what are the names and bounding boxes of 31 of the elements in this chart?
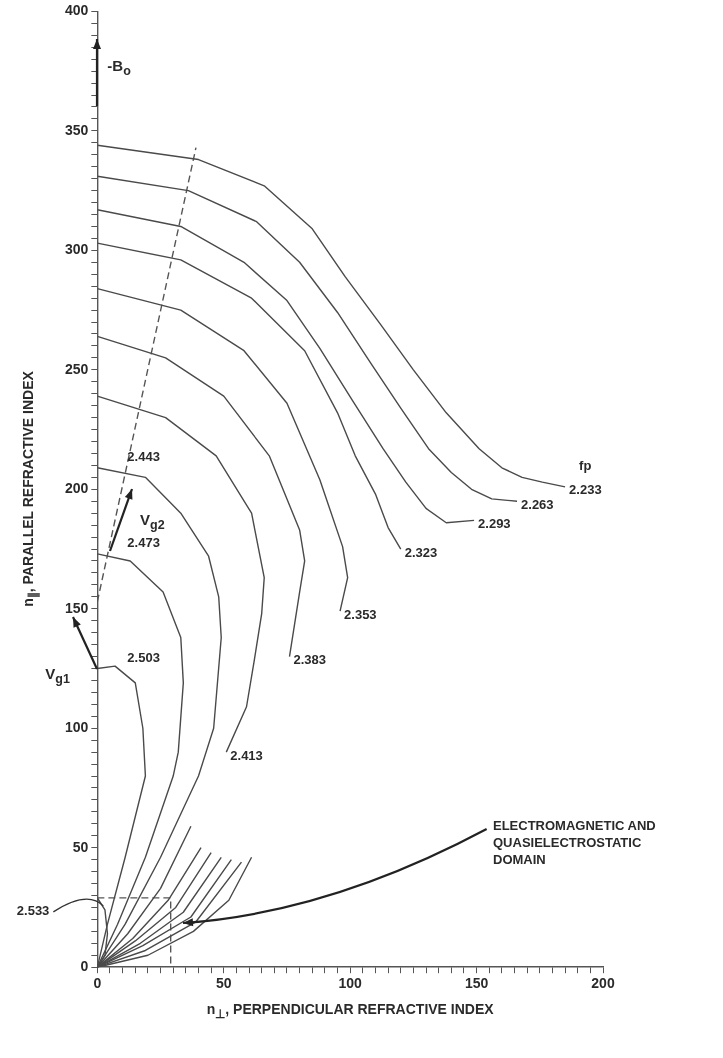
annotation: V$_{g2}$ bbox=[139, 511, 165, 533]
text: 2.533 bbox=[16, 903, 50, 919]
legend-title: fp bbox=[579, 458, 592, 474]
x-tick-label: 150 bbox=[464, 975, 489, 992]
series-label: 2.323 bbox=[404, 544, 438, 560]
y-tick-label: 100 bbox=[65, 719, 89, 736]
y-tick-label: 200 bbox=[65, 480, 89, 497]
y-tick-label: 50 bbox=[72, 838, 89, 855]
x-tick-label: 50 bbox=[215, 975, 232, 992]
series-label: 2.293 bbox=[478, 515, 511, 531]
x-tick-label: 200 bbox=[591, 975, 615, 992]
series-label: 2.473 bbox=[127, 535, 160, 551]
y-tick-label: 150 bbox=[65, 599, 89, 616]
series-label: 2.383 bbox=[293, 652, 327, 668]
y-tick-label: 0 bbox=[80, 958, 89, 975]
x-tick-label: 0 bbox=[93, 975, 102, 992]
series-label: 2.413 bbox=[230, 747, 263, 763]
series-label: 2.503 bbox=[127, 650, 160, 666]
x-tick-label: 100 bbox=[338, 975, 363, 992]
y-tick-label: 300 bbox=[65, 241, 89, 258]
y-tick-label: 350 bbox=[65, 121, 89, 138]
series-label: 2.233 bbox=[569, 482, 602, 498]
series-label: 2.263 bbox=[521, 496, 554, 512]
y-tick-label: 250 bbox=[65, 360, 89, 377]
x-axis-title: n$_{⊥}$, PERPENDICULAR REFRACTIVE INDEX bbox=[206, 1001, 494, 1021]
annotation: V$_{g1}$ bbox=[45, 664, 70, 686]
annotation: -B$_{o}$ bbox=[107, 57, 131, 79]
series-label: 2.443 bbox=[127, 449, 160, 465]
annotation: ELECTROMAGNETIC AND QUASIELECTROSTATIC DOMAIN bbox=[493, 817, 657, 869]
series-label: 2.353 bbox=[344, 606, 377, 622]
y-tick-label: 400 bbox=[65, 2, 89, 19]
